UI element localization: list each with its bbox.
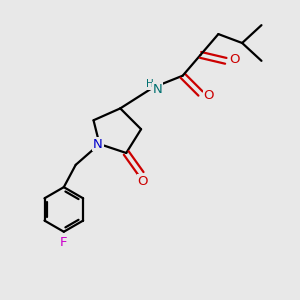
Text: O: O [137, 175, 148, 188]
Text: O: O [229, 53, 239, 66]
Text: F: F [60, 236, 68, 249]
Text: O: O [204, 88, 214, 101]
Text: N: N [153, 82, 162, 96]
Text: H: H [146, 79, 154, 89]
Text: N: N [93, 138, 103, 151]
